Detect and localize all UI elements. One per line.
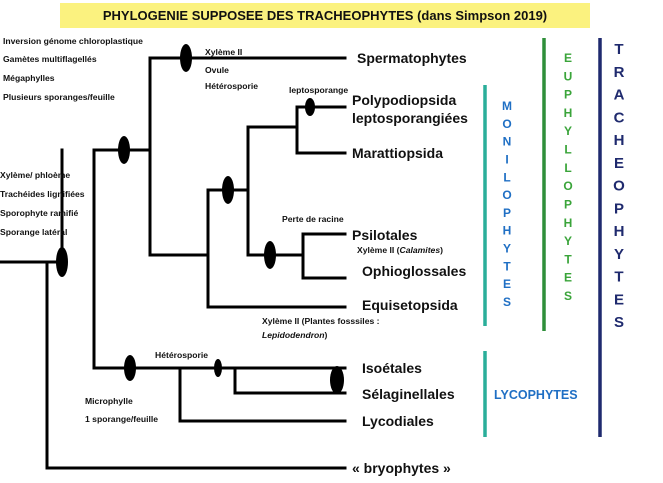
tracheophytes-letter: H bbox=[614, 223, 625, 240]
microphylle-marker bbox=[124, 355, 136, 381]
leptosporange-note: leptosporange bbox=[289, 85, 348, 95]
euphyllophytes-letter: P bbox=[564, 88, 572, 102]
euphyllophytes-letter: L bbox=[564, 143, 571, 157]
euphyllophytes-letter: U bbox=[564, 69, 573, 83]
psilotales-note: Perte de racine bbox=[282, 214, 344, 224]
moniliophytes-letter: Y bbox=[503, 242, 511, 256]
moniliophytes-letter: O bbox=[502, 117, 511, 131]
moniliophytes-letter: H bbox=[503, 224, 512, 238]
euphyllophytes-letter: E bbox=[564, 271, 572, 285]
euphyllo-char-3: Mégaphylles bbox=[3, 73, 55, 83]
euphyllophytes-letter: P bbox=[564, 197, 572, 211]
taxon-labels: Spermatophytes Polypodiopsida leptospora… bbox=[352, 50, 468, 476]
euphyllophytes-letter: H bbox=[564, 106, 573, 120]
tracheophytes-letter: T bbox=[614, 41, 623, 58]
tracheophyte-marker bbox=[56, 247, 68, 277]
taxon-marattiopsida: Marattiopsida bbox=[352, 145, 443, 161]
lycophytes-label: LYCOPHYTES bbox=[494, 388, 578, 402]
sperma-char-3: Hétérosporie bbox=[205, 81, 258, 91]
moniliophyte-marker bbox=[222, 176, 234, 204]
taxon-ophioglossales: Ophioglossales bbox=[362, 263, 466, 279]
ophioglossales-note: Xylème II (Calamites) bbox=[357, 245, 443, 255]
spermatophyte-marker bbox=[180, 44, 192, 72]
tracheophytes-letter: C bbox=[614, 109, 625, 126]
moniliophytes-letter: M bbox=[502, 99, 512, 113]
equisetopsida-note-1: Xylème II (Plantes fosssiles : bbox=[262, 316, 380, 326]
tracheophytes-letter: S bbox=[614, 314, 624, 331]
lyco-char-2: 1 sporange/feuille bbox=[85, 414, 158, 424]
isoetales-marker bbox=[330, 366, 344, 394]
euphyllo-char-4: Plusieurs sporanges/feuille bbox=[3, 92, 115, 102]
tracheophytes-letter: A bbox=[614, 87, 625, 104]
figure-title: PHYLOGENIE SUPPOSEE DES TRACHEOPHYTES (d… bbox=[60, 3, 590, 28]
euphyllophytes-letter: O bbox=[563, 179, 572, 193]
moniliophytes-letter: L bbox=[503, 170, 510, 184]
moniliophytes-letter: S bbox=[503, 295, 511, 309]
euphyllo-char-2: Gamètes multiflagellés bbox=[3, 54, 97, 64]
tree-branches bbox=[0, 56, 347, 470]
euphyllophytes-letter: S bbox=[564, 289, 572, 303]
euphyllophytes-letter: L bbox=[564, 161, 571, 175]
euphyllophyte-marker bbox=[118, 136, 130, 164]
moniliophytes-letter: E bbox=[503, 277, 511, 291]
tracheo-char-2: Trachéides lignifiées bbox=[0, 189, 85, 199]
euphyllo-char-1: Inversion génome chloroplastique bbox=[3, 36, 143, 46]
heterosporie-note: Hétérosporie bbox=[155, 350, 208, 360]
tracheophytes-letter: T bbox=[614, 269, 623, 286]
moniliophytes-letter: N bbox=[503, 135, 512, 149]
taxon-psilotales: Psilotales bbox=[352, 227, 418, 243]
tracheophytes-letter: R bbox=[614, 64, 625, 81]
leptosporange-marker bbox=[305, 98, 315, 116]
taxon-isoetales: Isoétales bbox=[362, 360, 422, 376]
tracheophytes-letter: H bbox=[614, 132, 625, 149]
taxon-bryophytes: « bryophytes » bbox=[352, 460, 451, 476]
euphyllophytes-letter: H bbox=[564, 216, 573, 230]
tracheo-char-1: Xylème/ phloème bbox=[0, 170, 70, 180]
tracheophytes-label: TRACHEOPHYTES bbox=[613, 41, 625, 331]
taxon-selaginellales: Sélaginellales bbox=[362, 386, 455, 402]
group-brackets bbox=[483, 38, 602, 437]
tracheo-char-3: Sporophyte ramifié bbox=[0, 208, 79, 218]
tracheo-char-4: Sporange latéral bbox=[0, 227, 67, 237]
taxon-equisetopsida: Equisetopsida bbox=[362, 297, 458, 313]
taxon-lycodiales: Lycodiales bbox=[362, 413, 434, 429]
moniliophytes-letter: T bbox=[503, 259, 511, 273]
moniliophytes-letter: O bbox=[502, 188, 511, 202]
sperma-char-1: Xylème II bbox=[205, 47, 242, 57]
heterosporie-marker bbox=[214, 359, 222, 377]
moniliophytes-letter: I bbox=[505, 152, 508, 166]
euphyllophytes-letter: Y bbox=[564, 124, 572, 138]
euphyllophytes-letter: T bbox=[564, 252, 572, 266]
character-notes: Inversion génome chloroplastique Gamètes… bbox=[0, 36, 443, 424]
taxon-leptosporangiees: leptosporangiées bbox=[352, 110, 468, 126]
euphyllophytes-letter: Y bbox=[564, 234, 572, 248]
character-markers bbox=[56, 44, 344, 394]
taxon-spermatophytes: Spermatophytes bbox=[357, 50, 467, 66]
equisetopsida-note-2: Lepidodendron) bbox=[262, 330, 328, 340]
moniliophytes-letter: P bbox=[503, 206, 511, 220]
tracheophytes-letter: Y bbox=[614, 246, 624, 263]
tracheophytes-letter: O bbox=[613, 178, 625, 195]
lyco-char-1: Microphylle bbox=[85, 396, 133, 406]
sperma-char-2: Ovule bbox=[205, 65, 229, 75]
psilotales-marker bbox=[264, 241, 276, 269]
tracheophytes-letter: E bbox=[614, 291, 624, 308]
tracheophytes-letter: P bbox=[614, 200, 624, 217]
euphyllophytes-letter: E bbox=[564, 51, 572, 65]
taxon-polypodiopsida: Polypodiopsida bbox=[352, 92, 456, 108]
tracheophytes-letter: E bbox=[614, 155, 624, 172]
